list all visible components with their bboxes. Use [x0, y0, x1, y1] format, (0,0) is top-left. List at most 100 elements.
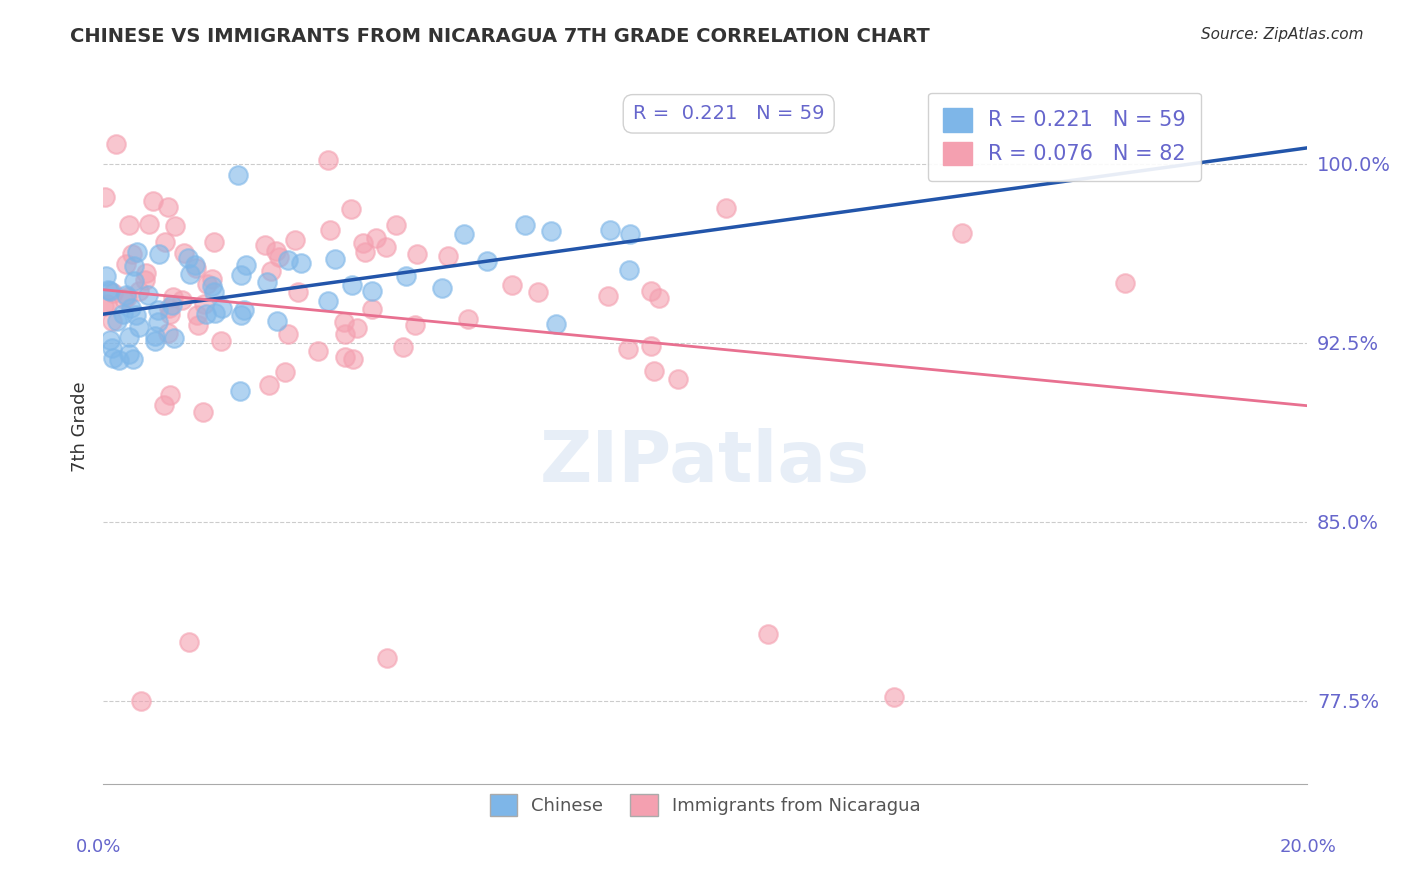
Point: [290, 255, 312, 269]
Point: [333, 326, 356, 341]
Point: [111, 307, 134, 321]
Point: [157, 200, 180, 214]
Point: [191, 405, 214, 419]
Text: R =  0.221   N = 59: R = 0.221 N = 59: [633, 104, 824, 123]
Point: [98, 334, 121, 348]
Point: [374, 240, 396, 254]
Text: 0.0%: 0.0%: [76, 838, 121, 855]
Point: [118, 347, 141, 361]
Point: [125, 309, 148, 323]
Point: [157, 301, 180, 315]
Point: [256, 275, 278, 289]
Point: [201, 272, 224, 286]
Point: [883, 690, 905, 704]
Point: [714, 201, 737, 215]
Point: [143, 334, 166, 348]
Point: [184, 258, 207, 272]
Point: [526, 285, 548, 300]
Point: [135, 266, 157, 280]
Point: [128, 320, 150, 334]
Point: [264, 244, 287, 259]
Point: [211, 301, 233, 316]
Point: [457, 312, 479, 326]
Point: [232, 302, 254, 317]
Point: [333, 350, 356, 364]
Point: [360, 301, 382, 316]
Point: [136, 288, 159, 302]
Point: [323, 252, 346, 266]
Point: [146, 302, 169, 317]
Point: [599, 223, 621, 237]
Point: [118, 218, 141, 232]
Point: [204, 306, 226, 320]
Point: [277, 326, 299, 341]
Point: [405, 247, 427, 261]
Point: [177, 251, 200, 265]
Point: [122, 352, 145, 367]
Point: [202, 285, 225, 299]
Point: [186, 260, 208, 275]
Point: [115, 290, 138, 304]
Point: [284, 234, 307, 248]
Point: [269, 251, 291, 265]
Point: [546, 317, 568, 331]
Point: [647, 291, 669, 305]
Point: [617, 263, 640, 277]
Point: [129, 694, 152, 708]
Point: [98, 285, 121, 299]
Point: [231, 268, 253, 282]
Point: [619, 227, 641, 241]
Y-axis label: 7th Grade: 7th Grade: [72, 381, 89, 472]
Point: [179, 635, 201, 649]
Point: [186, 308, 208, 322]
Point: [229, 384, 252, 398]
Point: [339, 202, 361, 216]
Point: [209, 334, 232, 348]
Point: [142, 194, 165, 208]
Point: [260, 264, 283, 278]
Text: CHINESE VS IMMIGRANTS FROM NICARAGUA 7TH GRADE CORRELATION CHART: CHINESE VS IMMIGRANTS FROM NICARAGUA 7TH…: [70, 27, 929, 45]
Point: [201, 279, 224, 293]
Point: [316, 294, 339, 309]
Point: [112, 292, 135, 306]
Point: [254, 238, 277, 252]
Point: [94, 190, 117, 204]
Point: [475, 254, 498, 268]
Point: [346, 321, 368, 335]
Point: [138, 217, 160, 231]
Point: [430, 281, 453, 295]
Point: [668, 372, 690, 386]
Point: [128, 284, 150, 298]
Legend: Chinese, Immigrants from Nicaragua: Chinese, Immigrants from Nicaragua: [481, 786, 929, 825]
Point: [307, 343, 329, 358]
Point: [226, 168, 249, 182]
Point: [195, 277, 218, 291]
Point: [756, 627, 779, 641]
Point: [97, 283, 120, 297]
Point: [114, 288, 136, 302]
Point: [617, 342, 640, 356]
Point: [93, 299, 115, 313]
Point: [101, 286, 124, 301]
Text: Source: ZipAtlas.com: Source: ZipAtlas.com: [1201, 27, 1364, 42]
Point: [340, 278, 363, 293]
Point: [950, 226, 973, 240]
Point: [120, 301, 142, 315]
Point: [287, 285, 309, 300]
Point: [437, 248, 460, 262]
Point: [352, 235, 374, 250]
Text: 20.0%: 20.0%: [1279, 838, 1336, 855]
Point: [103, 351, 125, 365]
Point: [375, 651, 398, 665]
Point: [392, 340, 415, 354]
Point: [143, 328, 166, 343]
Point: [384, 218, 406, 232]
Point: [333, 315, 356, 329]
Point: [153, 235, 176, 249]
Point: [122, 259, 145, 273]
Point: [118, 330, 141, 344]
Point: [170, 293, 193, 307]
Point: [162, 290, 184, 304]
Point: [318, 223, 340, 237]
Point: [257, 378, 280, 392]
